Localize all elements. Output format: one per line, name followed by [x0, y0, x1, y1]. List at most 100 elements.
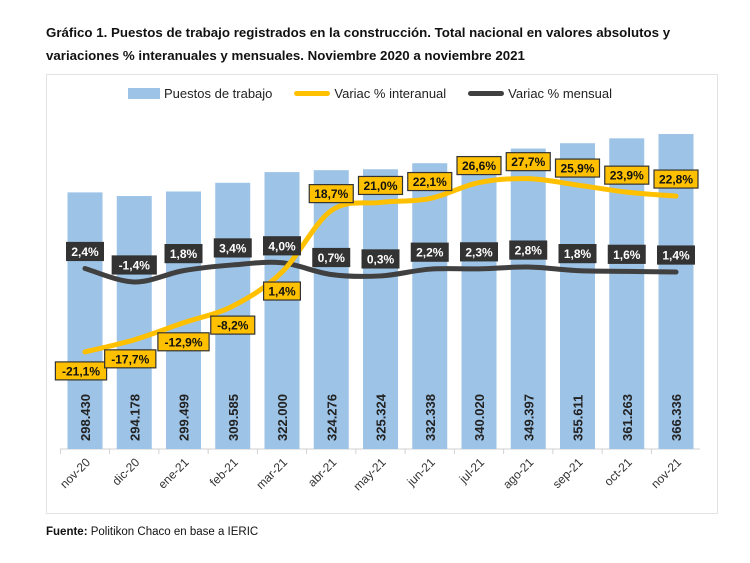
- bar-value-label: 299.499: [177, 394, 192, 441]
- legend-item-puestos: Puestos de trabajo: [128, 86, 272, 101]
- legend-swatch-line: [468, 91, 505, 96]
- mensual-data-label-text: 2,3%: [465, 245, 493, 259]
- mensual-data-label-text: 1,8%: [170, 247, 198, 261]
- interanual-data-label-box: [54, 361, 108, 381]
- interanual-data-label: 21,0%: [357, 175, 404, 196]
- source-text: Politikon Chaco en base a IERIC: [87, 526, 259, 538]
- x-tick-label: ene-21: [155, 455, 192, 492]
- interanual-data-label: -12,9%: [157, 332, 210, 352]
- x-tick-label: mar-21: [253, 455, 290, 492]
- interanual-data-label-text: 21,0%: [363, 179, 397, 193]
- bar-value-label: 325.324: [374, 393, 389, 441]
- source-label: Fuente:: [46, 526, 88, 538]
- mensual-data-label: 1,6%: [607, 244, 646, 264]
- mensual-data-label-box: [312, 247, 351, 268]
- bar: [313, 170, 349, 449]
- bar: [412, 163, 448, 449]
- mensual-data-label: 0,3%: [361, 249, 400, 269]
- mensual-data-label: 2,2%: [410, 242, 449, 262]
- bar: [510, 148, 546, 449]
- x-tick-label: jul-21: [456, 455, 488, 487]
- legend-label: Puestos de trabajo: [164, 86, 273, 101]
- mensual-data-label-text: 3,4%: [219, 241, 247, 255]
- mensual-data-label-box: [361, 249, 400, 269]
- legend-item-interanual: Variac % interanual: [294, 86, 446, 101]
- x-tick-label: jun-21: [404, 455, 438, 489]
- interanual-data-label: -17,7%: [104, 349, 157, 369]
- interanual-data-label-box: [505, 152, 551, 172]
- mensual-data-label-box: [164, 244, 203, 264]
- interanual-data-label-box: [456, 155, 502, 176]
- interanual-data-label-box: [357, 175, 404, 196]
- mensual-data-label-box: [213, 238, 252, 258]
- interanual-data-label-text: 26,6%: [462, 159, 496, 173]
- interanual-data-label-box: [157, 332, 210, 352]
- bar-value-label: 294.178: [127, 394, 142, 441]
- bar: [461, 156, 497, 450]
- interanual-data-label-text: 25,9%: [560, 162, 594, 176]
- interanual-data-label: 1,4%: [263, 281, 302, 301]
- mensual-data-label: 2,3%: [460, 242, 499, 262]
- interanual-data-label-text: 22,8%: [659, 173, 693, 187]
- bar-value-label: 340.020: [472, 394, 487, 441]
- source-note: Fuente: Politikon Chaco en base a IERIC: [46, 526, 258, 538]
- x-tick-label: feb-21: [207, 455, 241, 489]
- interanual-data-label: -8,2%: [210, 315, 256, 335]
- mensual-data-label-box: [509, 240, 548, 260]
- x-tick-label: sep-21: [550, 455, 586, 491]
- legend-item-mensual: Variac % mensual: [468, 86, 612, 101]
- interanual-data-label-text: 22,1%: [413, 175, 447, 189]
- legend-label: Variac % mensual: [508, 86, 612, 101]
- interanual-data-label-box: [210, 315, 256, 335]
- x-tick-label: ago-21: [500, 455, 537, 492]
- bar-value-label: 309.585: [226, 394, 241, 441]
- mensual-data-label-text: 0,7%: [318, 251, 346, 265]
- bar-value-label: 332.338: [423, 394, 438, 441]
- x-tick-label: nov-21: [648, 455, 684, 491]
- legend-swatch-bar: [128, 88, 160, 99]
- x-tick-label: oct-21: [601, 455, 635, 489]
- bar: [363, 169, 398, 449]
- interanual-data-label-text: -21,1%: [62, 364, 100, 378]
- interanual-data-label: 23,9%: [604, 165, 650, 185]
- x-tick-label: dic-20: [109, 455, 142, 488]
- mensual-data-label-text: -1,4%: [119, 258, 151, 272]
- mensual-data-label-box: [263, 236, 302, 256]
- mensual-data-label-text: 1,6%: [613, 248, 641, 262]
- mensual-data-label-text: 4,0%: [268, 239, 296, 253]
- mensual-data-label-box: [111, 255, 157, 275]
- bar-value-label: 366.336: [669, 394, 684, 441]
- bar: [560, 143, 595, 450]
- interanual-data-label-text: -17,7%: [111, 352, 149, 366]
- mensual-data-label-box: [558, 244, 597, 264]
- mensual-data-label: 3,4%: [213, 238, 252, 258]
- bar: [67, 192, 103, 450]
- mensual-data-label-box: [656, 245, 695, 265]
- interanual-data-label: 22,8%: [653, 169, 699, 189]
- line-variac-mensual: [82, 259, 679, 285]
- bar-value-label: 349.397: [521, 394, 536, 441]
- interanual-data-label-text: 27,7%: [511, 155, 545, 169]
- interanual-data-label-box: [104, 349, 157, 369]
- interanual-data-label: 25,9%: [554, 158, 601, 178]
- interanual-data-label: 18,7%: [308, 184, 354, 204]
- mensual-data-label: 1,8%: [558, 244, 597, 264]
- mensual-data-label-box: [607, 244, 646, 264]
- interanual-data-label-box: [604, 165, 650, 185]
- mensual-data-label: 4,0%: [263, 236, 302, 256]
- x-tick-label: nov-20: [57, 455, 93, 491]
- mensual-data-label-box: [460, 242, 499, 262]
- mensual-data-label-box: [65, 241, 104, 262]
- chart-frame: [46, 74, 718, 514]
- chart-title: Gráfico 1. Puestos de trabajo registrado…: [46, 25, 671, 63]
- bar: [116, 196, 152, 449]
- mensual-data-label-text: 0,3%: [367, 252, 395, 266]
- interanual-data-label-box: [263, 281, 302, 301]
- mensual-data-label: 2,4%: [65, 241, 104, 262]
- mensual-data-label-text: 2,8%: [515, 244, 543, 258]
- legend-label: Variac % interanual: [334, 86, 447, 101]
- mensual-data-label: 2,8%: [509, 240, 548, 260]
- mensual-data-label-text: 1,4%: [662, 249, 690, 263]
- legend: Puestos de trabajo Variac % interanual V…: [128, 86, 612, 101]
